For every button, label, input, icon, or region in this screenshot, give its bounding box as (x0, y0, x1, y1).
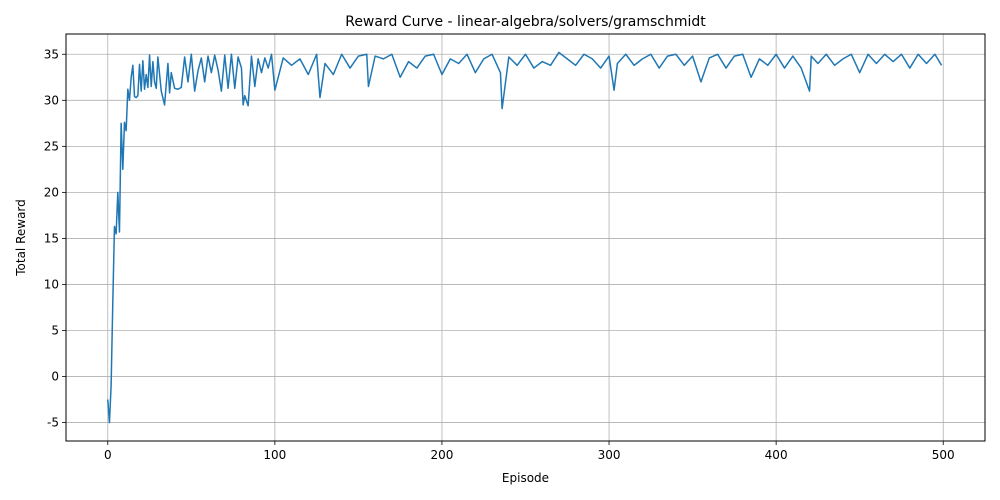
x-axis-title: Episode (502, 471, 549, 485)
y-tick-label: 5 (51, 324, 59, 338)
y-axis-ticks: -5 0 5 10 15 20 25 30 35 (44, 47, 66, 430)
x-tick-label: 400 (765, 448, 788, 462)
series-line (107, 51, 943, 424)
x-tick-label: 500 (932, 448, 955, 462)
y-tick-label: 0 (51, 370, 59, 384)
x-tick-label: 200 (431, 448, 454, 462)
plot-frame (65, 33, 986, 442)
y-tick-label: 30 (44, 93, 59, 107)
x-tick-label: 0 (104, 448, 112, 462)
x-axis-ticks: 0 100 200 300 400 500 (104, 441, 955, 462)
y-tick-label: 20 (44, 185, 59, 199)
chart-title: Reward Curve - linear-algebra/solvers/gr… (345, 14, 706, 30)
y-tick-label: 25 (44, 139, 59, 153)
y-tick-label: -5 (47, 416, 59, 430)
series-layer (107, 51, 943, 424)
y-tick-label: 35 (44, 47, 59, 61)
y-tick-label: 10 (44, 277, 59, 291)
y-tick-label: 15 (44, 231, 59, 245)
y-axis-title: Total Reward (14, 199, 28, 277)
x-tick-label: 100 (263, 448, 286, 462)
x-tick-label: 300 (598, 448, 621, 462)
